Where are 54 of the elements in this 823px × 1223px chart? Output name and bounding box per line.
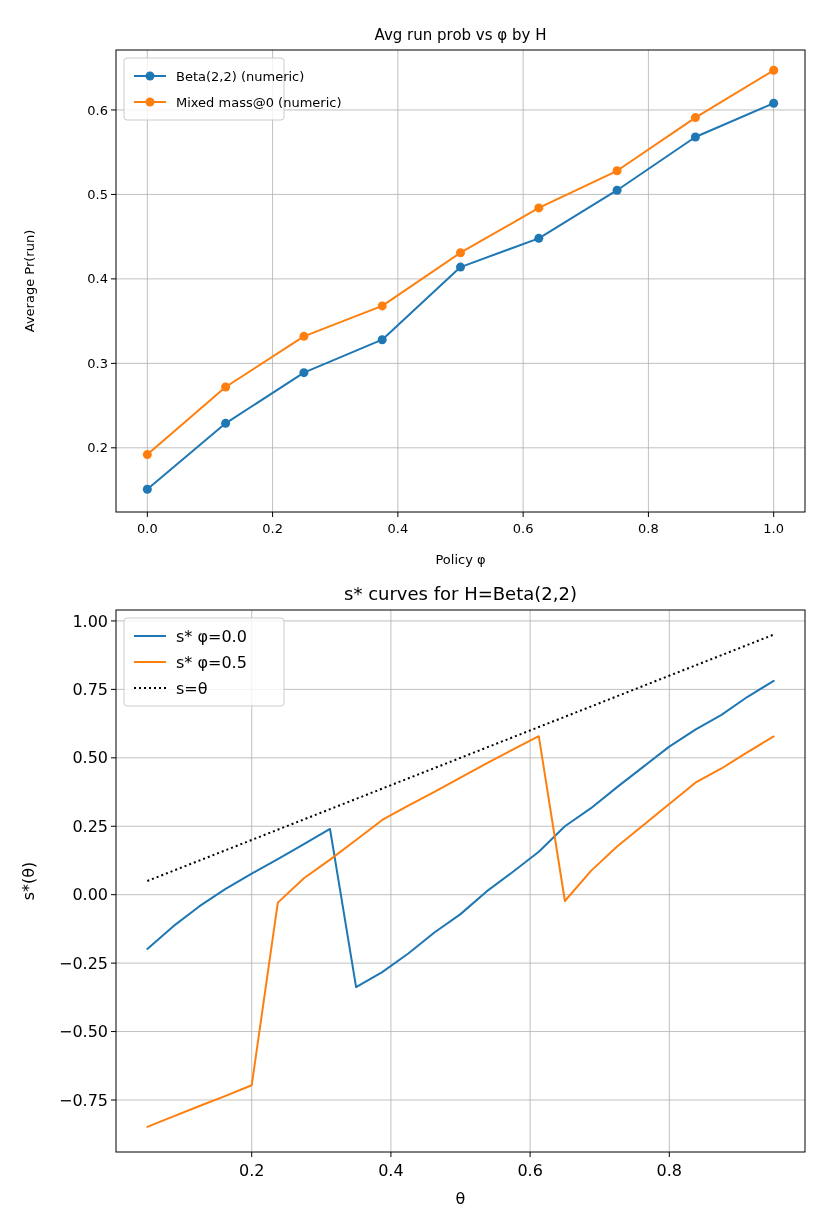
y-tick-label: −0.25 [58, 953, 108, 973]
x-tick-label: 1.0 [763, 521, 785, 536]
legend-label: Beta(2,2) (numeric) [176, 68, 305, 84]
point [690, 132, 700, 142]
point [456, 248, 465, 258]
point [221, 418, 231, 428]
y-tick-label: 0.50 [72, 748, 108, 768]
point [456, 262, 465, 272]
y-tick-label: 0.6 [87, 102, 108, 118]
y-tick-label: 0.5 [87, 186, 108, 202]
legend-label: s=θ [176, 678, 208, 698]
point [612, 185, 622, 195]
x-tick-label: 0.2 [238, 1161, 265, 1180]
line-series [146, 735, 775, 1128]
point [534, 203, 544, 213]
y-tick-label: 1.00 [72, 611, 108, 631]
y-tick-label: 0.75 [72, 679, 108, 699]
x-tick-label: 0.6 [512, 521, 534, 536]
y-tick-label: −0.75 [58, 1090, 108, 1110]
y-tick-label: 0.2 [87, 440, 108, 456]
legend-label: s* φ=0.0 [176, 626, 247, 646]
y-tick-label: −0.50 [58, 1022, 108, 1042]
point [690, 113, 700, 123]
point [534, 233, 544, 243]
chart-title: Avg run prob vs φ by H [374, 26, 547, 44]
y-axis-title: Average Pr(run) [22, 229, 37, 333]
point [612, 166, 622, 176]
point [221, 382, 231, 392]
point [769, 65, 779, 75]
line-series [146, 679, 775, 989]
y-axis-title: s*(θ) [19, 861, 38, 901]
y-tick-label: 0.00 [72, 885, 108, 905]
chart-title: s* curves for H=Beta(2,2) [344, 583, 577, 604]
point [377, 335, 387, 345]
x-tick-label: 0.4 [387, 521, 409, 536]
x-tick-label: 0.4 [378, 1161, 404, 1180]
y-tick-label: 0.25 [72, 816, 108, 836]
x-tick-label: 0.8 [638, 521, 659, 536]
x-axis-title: Policy φ [435, 552, 486, 567]
point [299, 331, 309, 341]
point [299, 368, 309, 378]
legend-label: Mixed mass@0 (numeric) [176, 94, 342, 110]
point [142, 484, 152, 494]
legend-label: s* φ=0.5 [176, 652, 247, 672]
point [769, 98, 779, 108]
point [142, 450, 152, 460]
x-axis-title: θ [455, 1189, 466, 1208]
point [377, 301, 387, 311]
y-tick-label: 0.3 [87, 355, 108, 371]
y-tick-label: 0.4 [87, 271, 108, 287]
x-tick-label: 0.2 [262, 521, 283, 536]
x-tick-label: 0.0 [136, 521, 158, 536]
x-tick-label: 0.8 [656, 1161, 683, 1180]
x-tick-label: 0.6 [517, 1161, 543, 1180]
